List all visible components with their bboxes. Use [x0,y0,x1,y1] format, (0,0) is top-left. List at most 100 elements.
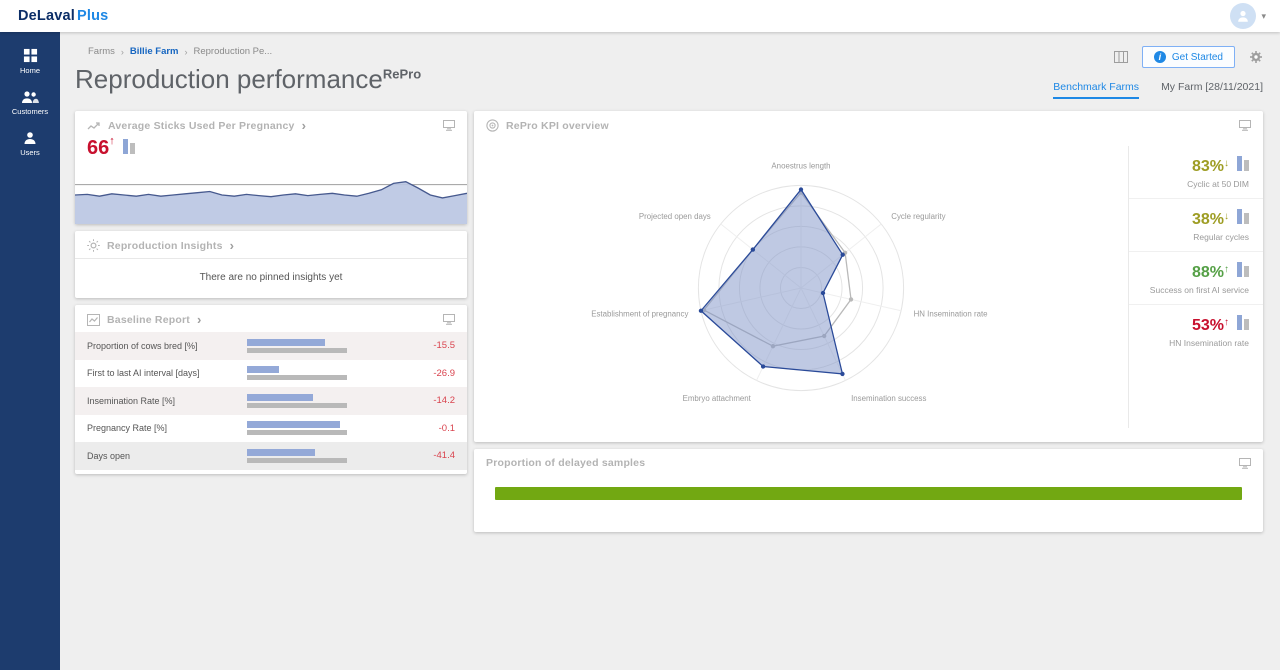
sidebar-item-home[interactable]: Home [0,40,60,82]
trend-arrow-icon: ↑ [1224,264,1229,275]
svg-text:HN Insemination rate: HN Insemination rate [914,310,989,319]
baseline-row-proportion-of-cows-bred[interactable]: Proportion of cows bred [%] -15.5 [75,332,467,360]
card-repro-kpi-overview-header: RePro KPI overview [474,111,1263,138]
kpi-stat-value: 53% [1191,317,1224,334]
benchmark-bar [247,375,347,381]
kpi-stat-label: Regular cycles [1193,232,1249,242]
benchmark-bar [247,430,347,436]
page-header-left: Farms › Billie Farm › Reproduction Pe... Rep… [75,46,421,95]
mini-bar-chart-icon [1237,314,1249,330]
monitor-icon[interactable] [1239,120,1251,131]
kpi-stat-value: 83% [1191,158,1224,175]
kpi-stat-value-row: 88%↑ [1141,261,1249,282]
main-content: Farms › Billie Farm › Reproduction Pe... Rep… [60,32,1280,670]
card-average-sticks: Average Sticks Used Per Pregnancy › 66 ↑ [75,111,467,224]
farm-bar [247,448,315,456]
info-icon: i [1153,51,1166,63]
baseline-row-label: First to last AI interval [days] [87,368,200,379]
delayed-samples-bar-track [474,475,1263,532]
chevron-right-icon[interactable]: › [301,118,306,133]
monitor-icon[interactable] [1239,457,1251,469]
card-title: Baseline Report [107,313,190,326]
card-baseline-report-header[interactable]: Baseline Report › [75,305,467,332]
kpi-stat-value-row: 38%↓ [1141,208,1249,229]
farm-bar [247,338,325,346]
baseline-row-label: Pregnancy Rate [%] [87,423,168,434]
mini-bar-chart-icon [1237,261,1249,277]
tab-bar: Benchmark Farms My Farm [28/11/2021] [1053,81,1263,99]
get-started-button[interactable]: i Get Started [1141,46,1235,68]
chevron-right-icon[interactable]: › [196,312,202,327]
divider [75,258,467,259]
left-column: Average Sticks Used Per Pregnancy › 66 ↑ [75,111,467,532]
radar-chart-area: Anoestrus length Cycle regularity HN Insem… [474,138,1128,442]
kpi-stat-regular-cycles[interactable]: 38%↓ Regular cycles [1129,199,1263,252]
chevron-right-icon[interactable]: › [229,238,234,253]
kpi-stat-label: Success on first AI service [1149,285,1249,295]
baseline-row-bars [247,366,347,381]
page-header-right: i Get Started Benchmark Farms My Farm [28… [1053,46,1263,99]
kpi-stat-cyclic-at-50-dim[interactable]: 83%↓ Cyclic at 50 DIM [1129,146,1263,199]
card-title: RePro KPI overview [506,119,609,132]
farm-bar [247,393,313,401]
monitor-icon[interactable] [443,120,455,131]
baseline-row-value: -15.5 [433,340,455,352]
baseline-row-value: -41.4 [433,450,455,462]
card-average-sticks-header[interactable]: Average Sticks Used Per Pregnancy › [75,111,467,138]
gear-icon[interactable] [1249,50,1263,64]
kpi-stat-label: Cyclic at 50 DIM [1187,179,1249,189]
user-icon [1238,10,1249,22]
breadcrumb-item-billie-farm[interactable]: Billie Farm [129,46,179,57]
trend-arrow-icon: ↓ [1224,158,1229,169]
kpi-overview-icon [486,119,499,132]
breadcrumb-item-farms[interactable]: Farms [88,46,115,57]
baseline-row-days-open[interactable]: Days open -41.4 [75,442,467,470]
farm-bar [247,366,279,374]
average-sticks-area-chart [75,181,467,224]
avatar[interactable] [1230,3,1257,29]
kpi-stat-value-row: 53%↑ [1141,314,1249,335]
home-grid-icon [23,48,37,63]
baseline-row-insemination-rate[interactable]: Insemination Rate [%] -14.2 [75,387,467,415]
app-body: Home Customers Users Farms › Billie Farm › Rep… [0,32,1280,670]
chevron-down-icon[interactable]: ▾ [1261,10,1266,21]
baseline-row-value: -14.2 [433,395,455,407]
page-header: Farms › Billie Farm › Reproduction Pe... Rep… [75,46,1263,99]
baseline-report-icon [87,313,100,326]
kpi-stat-success-on-first-ai-service[interactable]: 88%↑ Success on first AI service [1129,252,1263,305]
trend-arrow-icon: ↓ [1224,211,1229,222]
topbar-right: ▾ [1230,3,1266,29]
average-sticks-value: 66 [87,137,110,159]
breadcrumb-separator: › [120,46,124,57]
page-title: Reproduction performanceRePro [75,64,421,95]
brand-primary: DeLaval [18,8,76,24]
insights-empty-message: There are no pinned insights yet [199,272,343,283]
monitor-icon[interactable] [443,314,455,325]
sidebar-item-users[interactable]: Users [0,123,60,164]
view-columns-icon[interactable] [1113,51,1128,63]
sidebar-item-label: Users [20,148,40,157]
breadcrumb-item-reproduction-pe[interactable]: Reproduction Pe... [193,46,273,57]
baseline-row-label: Days open [87,450,131,461]
card-title: Proportion of delayed samples [486,457,646,469]
tab-my-farm-28-11-2021[interactable]: My Farm [28/11/2021] [1161,81,1263,93]
sidebar-item-customers[interactable]: Customers [0,82,60,123]
baseline-row-pregnancy-rate[interactable]: Pregnancy Rate [%] -0.1 [75,415,467,443]
card-reproduction-insights-header[interactable]: Reproduction Insights › [75,231,467,258]
svg-text:Establishment of pregnancy: Establishment of pregnancy [591,310,688,319]
baseline-row-value: -26.9 [433,367,455,379]
kpi-stats-panel: 83%↓ Cyclic at 50 DIM 38%↓ Regular cycles 88… [1128,146,1263,428]
tab-benchmark-farms[interactable]: Benchmark Farms [1053,81,1140,99]
customers-icon [22,91,39,103]
delayed-samples-bar [495,487,1242,500]
mini-bar-chart-icon [1237,155,1249,171]
app-logo[interactable]: DeLaval Plus [18,8,108,24]
topbar: DeLaval Plus ▾ [0,0,1280,32]
kpi-stat-value-row: 83%↓ [1141,155,1249,176]
kpi-stat-value: 38% [1191,211,1224,228]
right-column: RePro KPI overview Anoestrus length Cycle… [474,111,1263,532]
svg-text:Projected open days: Projected open days [639,212,711,221]
baseline-row-first-to-last-ai-interval-days[interactable]: First to last AI interval [days] -26.9 [75,360,467,388]
kpi-stat-hn-insemination-rate[interactable]: 53%↑ HN Insemination rate [1129,305,1263,357]
